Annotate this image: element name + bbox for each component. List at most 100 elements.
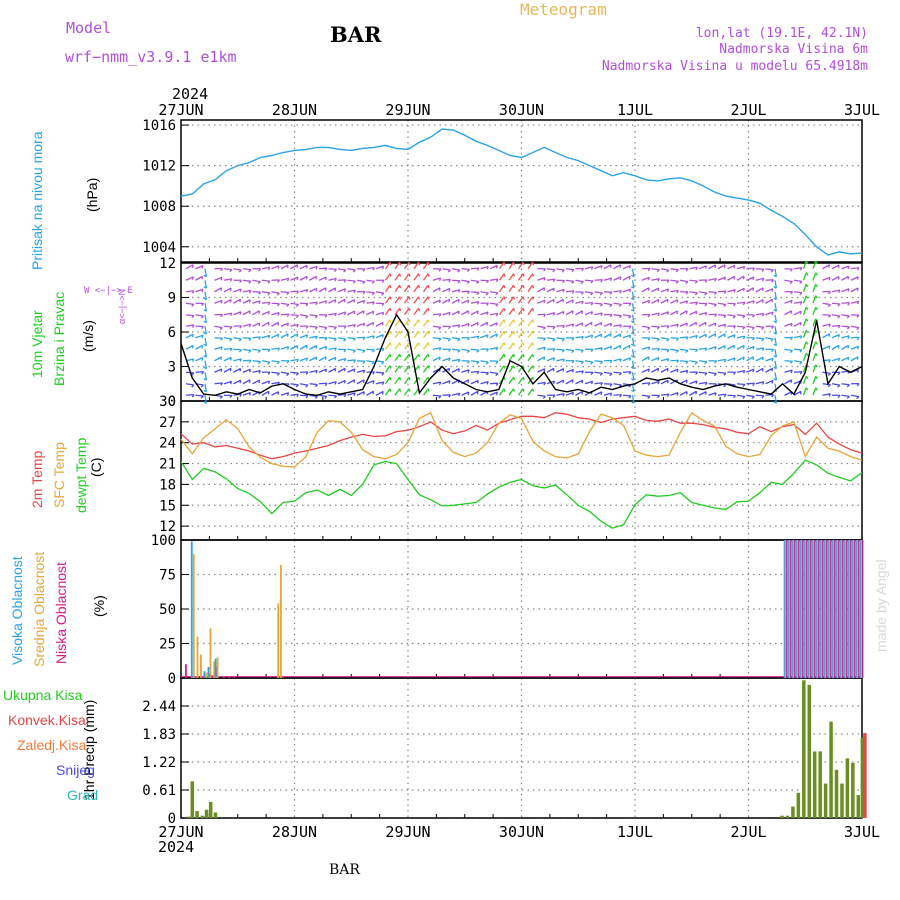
wind-barb bbox=[685, 379, 688, 384]
wind-barb bbox=[242, 279, 252, 282]
wind-barb bbox=[571, 337, 575, 341]
wind-barb bbox=[229, 326, 233, 330]
wind-barb bbox=[651, 325, 660, 328]
wind-barb bbox=[695, 371, 699, 375]
wind-barb bbox=[765, 288, 774, 293]
wind-barb bbox=[641, 394, 651, 398]
temp-sfc-line bbox=[180, 411, 863, 468]
wind-barb bbox=[495, 265, 498, 269]
wind-barb bbox=[296, 290, 300, 294]
wind-barb bbox=[619, 358, 622, 362]
wind-barb bbox=[220, 346, 223, 351]
wind-barb bbox=[324, 327, 328, 331]
wind-barb bbox=[733, 395, 736, 399]
wind-barb bbox=[761, 357, 764, 361]
wind-barb bbox=[498, 319, 505, 327]
wind-barb bbox=[619, 324, 622, 328]
wind-barb bbox=[466, 281, 470, 285]
wind-barb bbox=[641, 382, 651, 385]
wind-barb bbox=[622, 314, 631, 317]
wind-barb bbox=[841, 344, 849, 350]
wind-barb bbox=[280, 264, 289, 270]
wind-barb bbox=[679, 348, 689, 352]
wind-barb bbox=[799, 280, 803, 284]
cloud-bar-mid bbox=[848, 540, 851, 678]
wind-barb bbox=[366, 310, 374, 316]
wind-barb bbox=[248, 299, 251, 303]
wind-barb bbox=[746, 345, 755, 350]
footer-station: BAR bbox=[329, 862, 360, 878]
wind-barb bbox=[352, 338, 356, 342]
wind-barb bbox=[584, 321, 593, 327]
wind-barb bbox=[689, 301, 698, 304]
wind-barb bbox=[242, 391, 251, 396]
wind-barb bbox=[489, 312, 498, 316]
wind-barb bbox=[239, 325, 243, 329]
wind-barb bbox=[239, 279, 243, 283]
x-tick-label-top: 30JUN bbox=[499, 101, 544, 119]
wind-barb bbox=[457, 359, 461, 363]
wind-barb bbox=[195, 357, 204, 362]
wind-barb bbox=[375, 347, 385, 350]
wind-barb bbox=[495, 382, 499, 387]
wind-barb bbox=[470, 360, 480, 363]
wind-barb bbox=[609, 373, 613, 377]
wind-barb bbox=[630, 309, 635, 312]
wind-barb bbox=[305, 303, 309, 307]
wind-barb bbox=[581, 322, 584, 326]
wind-barb bbox=[286, 278, 290, 282]
cloud-bar-low bbox=[842, 540, 844, 678]
wind-barb bbox=[666, 311, 670, 315]
wind-barb bbox=[704, 372, 708, 376]
wind-barb bbox=[271, 371, 280, 374]
wind-barb bbox=[580, 349, 584, 353]
wind-barb bbox=[556, 348, 565, 351]
wind-barb bbox=[495, 322, 498, 326]
wind-barb bbox=[822, 276, 831, 281]
wind-barb bbox=[812, 307, 817, 315]
x-tick-label-top: 27JUN bbox=[158, 101, 203, 119]
wind-barb bbox=[784, 360, 793, 362]
wind-barb bbox=[815, 387, 818, 391]
precip-bar-total bbox=[791, 806, 795, 818]
wind-barb bbox=[660, 358, 669, 362]
wind-barb bbox=[815, 272, 818, 276]
wind-barb bbox=[305, 265, 308, 269]
wind-barb bbox=[271, 312, 280, 316]
wind-barb bbox=[438, 381, 442, 386]
wind-barb bbox=[299, 288, 308, 293]
cloud-bar-low bbox=[228, 676, 231, 678]
wind-barb bbox=[542, 337, 546, 342]
wind-barb bbox=[290, 323, 299, 327]
wind-barb bbox=[334, 278, 337, 282]
wind-barb bbox=[366, 335, 375, 339]
wind-barb bbox=[714, 392, 717, 396]
cloud-bar-low bbox=[223, 676, 225, 678]
wind-barb bbox=[375, 321, 384, 327]
wind-barb bbox=[366, 390, 374, 396]
wind-barb bbox=[267, 349, 271, 353]
wind-barb bbox=[413, 261, 420, 270]
wind-barb bbox=[366, 321, 374, 327]
wind-barb bbox=[195, 275, 203, 281]
wind-barb bbox=[552, 338, 556, 342]
wind-barb bbox=[503, 262, 506, 266]
wind-barb bbox=[537, 337, 546, 340]
wind-barb bbox=[417, 377, 421, 381]
wind-barb bbox=[812, 387, 817, 396]
wind-barb bbox=[347, 379, 355, 385]
wind-barb bbox=[793, 360, 802, 363]
wind-barb bbox=[527, 307, 534, 316]
wind-barb bbox=[315, 336, 318, 340]
wind-barb bbox=[793, 321, 802, 327]
precip-bar-total bbox=[802, 680, 806, 818]
pressure-y-tick-label: 1004 bbox=[142, 240, 176, 256]
wind-barb bbox=[498, 261, 505, 270]
wind-barb bbox=[299, 383, 308, 386]
wind-barb bbox=[828, 314, 831, 318]
wind-barb bbox=[631, 383, 635, 392]
wind-barb bbox=[543, 313, 547, 318]
wind-barb bbox=[223, 356, 232, 362]
wind-barb bbox=[660, 288, 669, 293]
wind-barb bbox=[689, 291, 698, 294]
